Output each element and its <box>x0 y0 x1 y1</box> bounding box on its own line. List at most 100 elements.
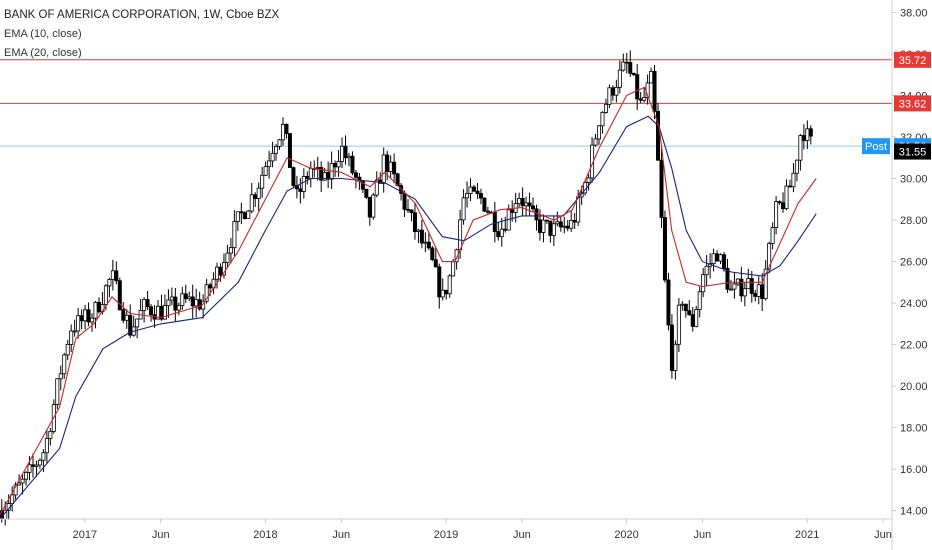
time-axis[interactable]: 2017 Jun 2018 Jun 2019 Jun 2020 Jun 2021 Jun <box>73 519 892 541</box>
candle-down <box>128 314 133 336</box>
candle-down <box>808 128 813 137</box>
candle-down <box>30 464 35 467</box>
candle-up <box>371 194 376 218</box>
candle-up <box>579 192 584 198</box>
candle-up <box>65 344 70 356</box>
candle-up <box>107 279 112 287</box>
candle-down <box>478 193 483 199</box>
candle-up <box>48 430 53 439</box>
price-tick-label: 38.00 <box>900 7 928 19</box>
candle-up <box>586 177 591 183</box>
candle-up <box>600 111 605 127</box>
candle-up <box>277 139 282 147</box>
candle-up <box>517 198 522 204</box>
price-tick-label: 20.00 <box>900 381 928 393</box>
candle-down <box>666 279 671 326</box>
time-tick-label: 2019 <box>434 529 458 541</box>
candle-up <box>704 265 709 276</box>
candlesticks <box>0 50 813 526</box>
candle-down <box>485 210 490 213</box>
candle-up <box>798 135 803 161</box>
candle-down <box>544 219 549 222</box>
candle-down <box>475 190 480 194</box>
time-tick-label: Jun <box>152 529 170 541</box>
time-tick-label: 2017 <box>73 529 97 541</box>
candle-down <box>638 98 643 101</box>
candle-down <box>527 202 532 207</box>
candle-down <box>291 167 296 186</box>
candle-up <box>767 243 772 270</box>
candle-down <box>426 241 431 249</box>
price-tick-label: 26.00 <box>900 257 928 269</box>
candle-up <box>774 201 779 228</box>
candle-down <box>350 155 355 174</box>
ema20-legend-label[interactable]: EMA (20, close) <box>4 47 82 59</box>
price-tick-label: 14.00 <box>900 506 928 518</box>
candle-down <box>385 154 390 172</box>
candle-down <box>242 212 247 219</box>
candle-up <box>180 293 185 306</box>
candle-down <box>298 188 303 192</box>
candle-up <box>524 202 529 207</box>
candle-up <box>263 166 268 176</box>
time-tick-label: Jun <box>694 529 712 541</box>
candle-down <box>624 61 629 64</box>
candle-up <box>58 373 63 380</box>
candle-down <box>239 211 244 214</box>
candle-down <box>343 145 348 159</box>
candle-down <box>548 220 553 236</box>
candle-up <box>301 176 306 192</box>
candle-up <box>72 330 77 333</box>
candle-down <box>253 194 258 199</box>
candle-down <box>659 159 664 218</box>
time-tick-label: Jun <box>874 529 892 541</box>
candle-down <box>471 186 476 192</box>
symbol-title: BANK OF AMERICA CORPORATION, 1W, Cboe BZ… <box>4 9 280 21</box>
candle-up <box>784 185 789 210</box>
candle-up <box>562 225 567 228</box>
candle-up <box>308 168 313 179</box>
candle-down <box>367 196 372 218</box>
candle-down <box>777 201 782 204</box>
candle-up <box>718 254 723 262</box>
candle-up <box>617 69 622 88</box>
time-tick-label: Jun <box>513 529 531 541</box>
candle-up <box>10 494 15 504</box>
candle-down <box>419 229 424 244</box>
candle-up <box>235 211 240 222</box>
candle-down <box>444 289 449 295</box>
candle-up <box>346 155 351 159</box>
candle-up <box>340 145 345 162</box>
candle-down <box>145 299 150 308</box>
candle-up <box>603 103 608 113</box>
candle-up <box>694 309 699 327</box>
candle-up <box>176 305 181 311</box>
candle-down <box>503 228 508 231</box>
ema10-legend-label[interactable]: EMA (10, close) <box>4 28 82 40</box>
price-tick-label: 18.00 <box>900 423 928 435</box>
post-tag-label: Post <box>865 141 887 153</box>
candle-down <box>360 180 365 190</box>
candle-up <box>124 314 129 321</box>
candle-down <box>190 296 195 307</box>
candle-up <box>69 330 74 345</box>
candle-down <box>496 231 501 238</box>
candle-up <box>468 186 473 194</box>
candle-down <box>364 188 369 198</box>
candle-up <box>735 278 740 285</box>
candle-up <box>454 249 459 263</box>
time-tick-label: 2018 <box>253 529 277 541</box>
candle-down <box>725 267 730 290</box>
candle-down <box>86 309 91 323</box>
candle-down <box>753 292 758 297</box>
candle-down <box>437 266 442 298</box>
candle-down <box>79 315 84 322</box>
candle-down <box>409 209 414 214</box>
candle-down <box>652 71 657 112</box>
candle-up <box>447 275 452 295</box>
candle-up <box>461 197 466 221</box>
candle-down <box>537 219 542 233</box>
